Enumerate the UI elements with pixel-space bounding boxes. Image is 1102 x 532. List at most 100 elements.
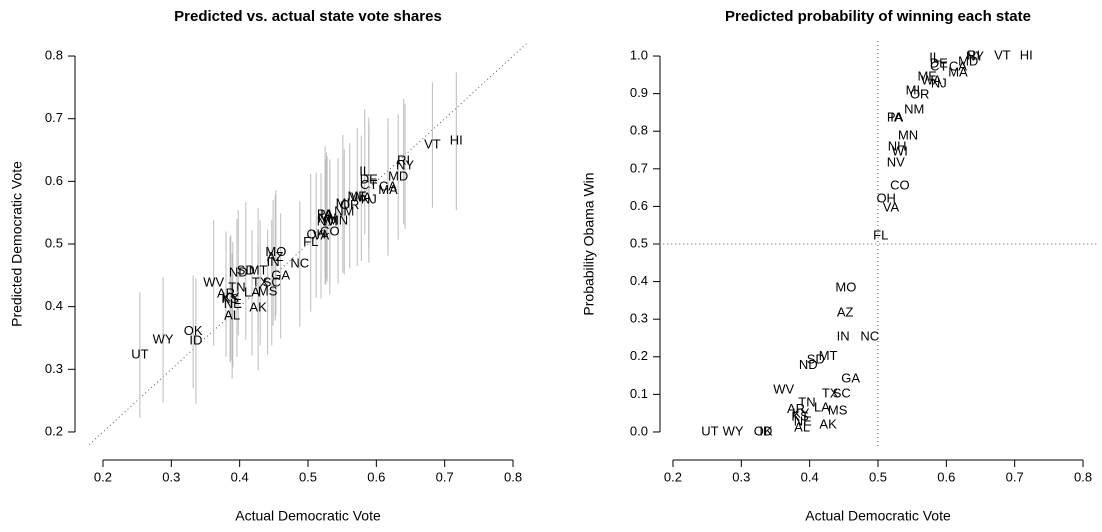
point-label: CA [379, 178, 397, 193]
point-label: WI [892, 143, 908, 158]
point-label: KY [792, 405, 810, 420]
point-label: RI [397, 153, 410, 168]
x-tick-label: 0.6 [937, 469, 955, 484]
point-label: NH [888, 138, 907, 153]
point-label: OK [184, 323, 203, 338]
point-label: CO [890, 178, 910, 193]
x-tick-label: 0.2 [664, 469, 682, 484]
x-tick-label: 0.7 [436, 469, 454, 484]
point-label: UT [131, 346, 148, 361]
point-label: TN [228, 279, 245, 294]
point-label: DE [360, 172, 378, 187]
y-tick-label: 0.4 [630, 273, 648, 288]
x-tick-label: 0.5 [299, 469, 317, 484]
point-label: MA [948, 64, 968, 79]
point-label: PA [887, 110, 904, 125]
point-label: AK [819, 416, 837, 431]
point-label: NY [396, 158, 414, 173]
y-tick-label: 0.2 [630, 348, 648, 363]
point-label: AK [249, 299, 267, 314]
point-label: CT [930, 58, 947, 73]
point-label: RI [967, 47, 980, 62]
y-tick-label: 0.3 [45, 361, 63, 376]
point-label: NJ [931, 75, 947, 90]
point-label: NM [904, 102, 924, 117]
y-tick-label: 0.3 [630, 311, 648, 326]
point-label: AL [794, 419, 810, 434]
point-label: WV [773, 381, 794, 396]
point-label: UT [701, 423, 718, 438]
y-tick-label: 0.9 [630, 85, 648, 100]
point-label: IL [359, 163, 370, 178]
point-label: CA [949, 58, 967, 73]
point-label: WY [723, 423, 744, 438]
point-label: TX [252, 274, 269, 289]
y-tick-label: 0.7 [630, 160, 648, 175]
point-label: TN [798, 394, 815, 409]
point-label: ND [229, 264, 248, 279]
y-tick-label: 0.1 [630, 386, 648, 401]
point-label: LA [244, 284, 260, 299]
y-tick-label: 0.5 [630, 235, 648, 250]
y-axis-title: Predicted Democratic Vote [9, 161, 25, 327]
y-tick-label: 0.4 [45, 298, 63, 313]
point-label: MN [898, 128, 918, 143]
point-label: NC [860, 328, 879, 343]
x-tick-label: 0.8 [504, 469, 522, 484]
point-label: AZ [837, 305, 854, 320]
chart-title: Predicted vs. actual state vote shares [174, 8, 442, 25]
point-label: MO [835, 279, 856, 294]
y-tick-label: 0.8 [45, 47, 63, 62]
point-label: HI [1020, 47, 1033, 62]
point-label: FL [873, 228, 888, 243]
point-label: MT [819, 348, 838, 363]
x-tick-label: 0.5 [869, 469, 887, 484]
point-label: IA [320, 207, 333, 222]
point-label: SD [807, 352, 825, 367]
point-label: DE [930, 55, 948, 70]
point-label: CT [360, 177, 377, 192]
point-label: MD [958, 53, 978, 68]
point-label: AR [787, 401, 805, 416]
point-label: MI [906, 82, 920, 97]
point-label: AR [217, 286, 235, 301]
point-label: WV [203, 274, 224, 289]
point-label: WA [921, 72, 942, 87]
point-label: VT [994, 47, 1011, 62]
point-label: NE [794, 413, 812, 428]
x-tick-label: 0.3 [162, 469, 180, 484]
x-tick-label: 0.6 [367, 469, 385, 484]
x-tick-label: 0.3 [732, 469, 750, 484]
point-label: VA [883, 199, 900, 214]
x-tick-label: 0.4 [231, 469, 249, 484]
x-tick-label: 0.4 [801, 469, 819, 484]
x-tick-label: 0.2 [94, 469, 112, 484]
point-label: VA [313, 227, 330, 242]
point-label: SD [237, 262, 255, 277]
point-label: OR [340, 197, 360, 212]
point-label: IL [929, 49, 940, 64]
point-label: OH [306, 227, 326, 242]
point-label: NJ [361, 192, 377, 207]
point-label: NY [966, 49, 984, 64]
point-label: NV [317, 214, 335, 229]
x-axis-title: Actual Democratic Vote [805, 508, 951, 524]
point-label: HI [450, 133, 463, 148]
point-label: NV [887, 155, 905, 170]
point-label: NC [290, 255, 309, 270]
y-tick-label: 0.5 [45, 235, 63, 250]
point-label: ME [917, 69, 937, 84]
x-tick-label: 0.8 [1074, 469, 1092, 484]
point-label: AZ [267, 249, 284, 264]
y-tick-label: 0.6 [45, 173, 63, 188]
diagonal-line [88, 43, 528, 445]
point-label: MS [828, 402, 848, 417]
point-label: ND [799, 357, 818, 372]
y-tick-label: 0.8 [630, 123, 648, 138]
point-label: CO [320, 224, 340, 239]
point-label: WA [351, 190, 372, 205]
y-tick-label: 1.0 [630, 47, 648, 62]
point-label: WI [322, 214, 338, 229]
point-label: MD [388, 168, 408, 183]
point-label: SC [263, 274, 281, 289]
